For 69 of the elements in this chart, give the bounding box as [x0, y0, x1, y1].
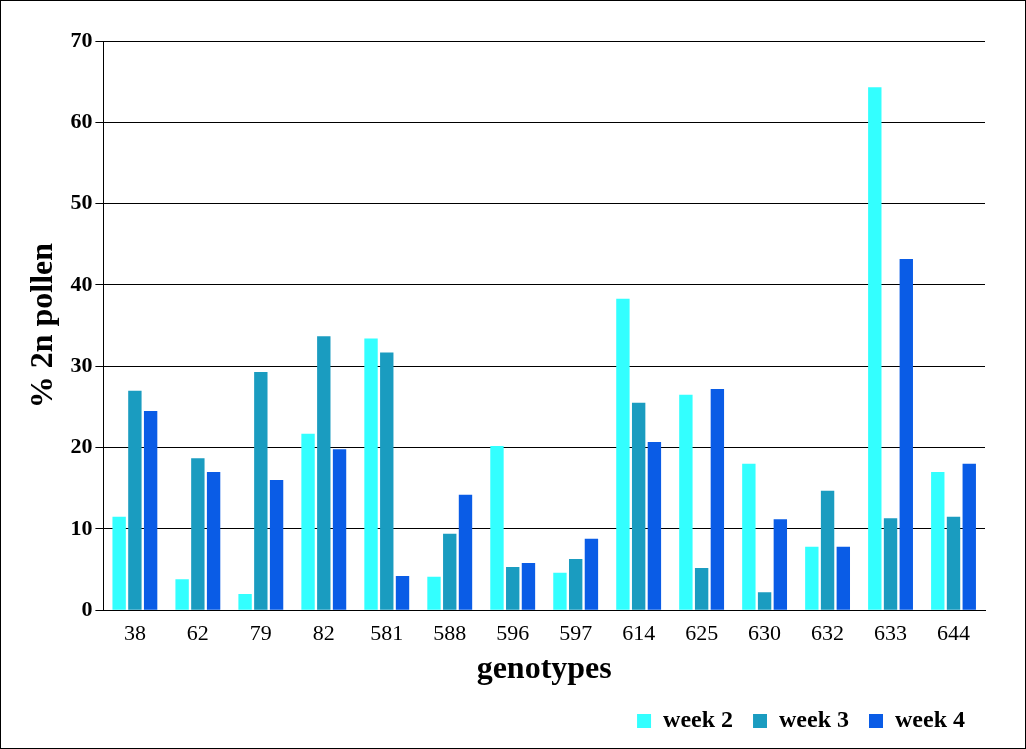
x-tick-label: 82	[312, 620, 335, 646]
y-tick-label: 30	[70, 351, 93, 377]
x-tick-label: 588	[433, 620, 467, 646]
legend-label: week 2	[663, 706, 734, 733]
bar	[128, 390, 142, 610]
bar	[112, 516, 126, 610]
bar	[364, 338, 378, 610]
legend-label: week 3	[779, 706, 850, 733]
legend-label: week 4	[895, 706, 965, 733]
bar	[631, 402, 646, 610]
bar	[427, 576, 441, 610]
y-tick-label: 50	[70, 189, 93, 215]
bar	[742, 463, 756, 610]
bar	[521, 563, 536, 610]
bar	[443, 533, 457, 610]
y-tick-label: 20	[70, 433, 93, 459]
y-tick-label: 40	[70, 270, 93, 296]
x-tick-label: 644	[937, 620, 971, 646]
bar	[553, 572, 567, 610]
x-tick-label: 597	[559, 620, 593, 646]
bar	[931, 471, 945, 610]
x-tick-label: 62	[186, 620, 209, 646]
x-tick-label: 633	[874, 620, 908, 646]
bar	[238, 593, 252, 610]
bar	[616, 298, 630, 610]
x-tick-label: 625	[685, 620, 719, 646]
x-tick-label: 79	[249, 620, 272, 646]
x-tick-label: 38	[123, 620, 146, 646]
bar	[269, 480, 284, 610]
bar	[694, 567, 709, 610]
y-tick-label: 0	[81, 595, 93, 621]
bar	[962, 463, 976, 610]
x-axis-title: genotypes	[476, 649, 612, 686]
y-tick-label: 10	[70, 514, 93, 540]
bar	[490, 445, 504, 610]
bar	[647, 441, 662, 610]
bar	[899, 258, 913, 610]
bar	[757, 592, 772, 610]
y-tick-label: 60	[70, 108, 93, 133]
x-tick-label: 630	[748, 620, 782, 646]
bar	[883, 518, 898, 610]
bar	[946, 516, 961, 610]
y-tick-label: 70	[70, 26, 93, 52]
bar	[868, 87, 882, 610]
bar	[254, 371, 268, 610]
bar	[805, 546, 819, 610]
bar	[143, 410, 158, 610]
bar	[584, 538, 599, 610]
bar	[569, 558, 583, 610]
bar	[679, 394, 693, 610]
bar	[506, 567, 520, 610]
x-tick-label: 596	[496, 620, 530, 646]
bar	[710, 389, 725, 610]
bar	[206, 471, 221, 610]
bar	[317, 336, 331, 610]
bar	[380, 352, 394, 610]
bar	[191, 458, 205, 610]
bar	[301, 433, 315, 610]
bar	[332, 449, 347, 610]
y-axis-title: % 2n pollen	[23, 242, 60, 409]
bar	[820, 490, 835, 610]
bar	[395, 576, 410, 610]
bar	[836, 546, 851, 610]
x-tick-label: 614	[622, 620, 656, 646]
bar	[175, 579, 189, 610]
bar	[458, 494, 473, 610]
x-tick-label: 581	[370, 620, 404, 646]
bar	[773, 519, 788, 610]
x-tick-label: 632	[811, 620, 845, 646]
